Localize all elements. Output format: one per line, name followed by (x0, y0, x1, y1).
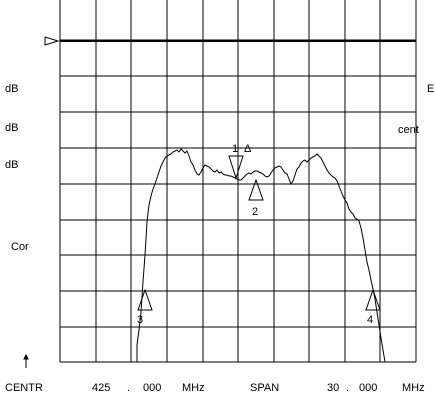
marker-4-icon (365, 288, 381, 311)
marker-1-label: 1 (232, 143, 239, 155)
right-label-cent: cent (398, 124, 419, 136)
marker-2-label: 2 (252, 206, 259, 218)
marker-1-delta-label: Δ (244, 143, 252, 155)
left-label-db-3: dB (5, 159, 19, 171)
up-arrow-icon (23, 353, 29, 368)
centr-value-dec: 000 (143, 382, 162, 394)
span-unit: MHz (402, 382, 425, 394)
marker-3-label: 3 (137, 314, 144, 326)
marker-1-icon (228, 155, 244, 180)
marker-4-label: 4 (367, 314, 374, 326)
span-value-dot: . (346, 382, 350, 394)
centr-value-dot: . (127, 382, 131, 394)
left-label-db-2: dB (5, 122, 19, 134)
centr-unit: MHz (182, 382, 205, 394)
left-label-db-1: dB (5, 83, 19, 95)
marker-2-icon (248, 178, 264, 201)
left-label-cor: Cor (11, 241, 29, 253)
centr-value-int: 425 (92, 382, 111, 394)
marker-3-icon (137, 288, 153, 311)
spectrum-trace (60, 148, 416, 363)
graticule (59, 0, 417, 363)
span-label: SPAN (250, 382, 280, 394)
centr-label: CENTR (5, 382, 43, 394)
right-label-e: E (427, 83, 435, 95)
span-value-dec: 000 (359, 382, 378, 394)
triangle-right-icon (44, 36, 60, 46)
span-value-int: 30 (327, 382, 340, 394)
